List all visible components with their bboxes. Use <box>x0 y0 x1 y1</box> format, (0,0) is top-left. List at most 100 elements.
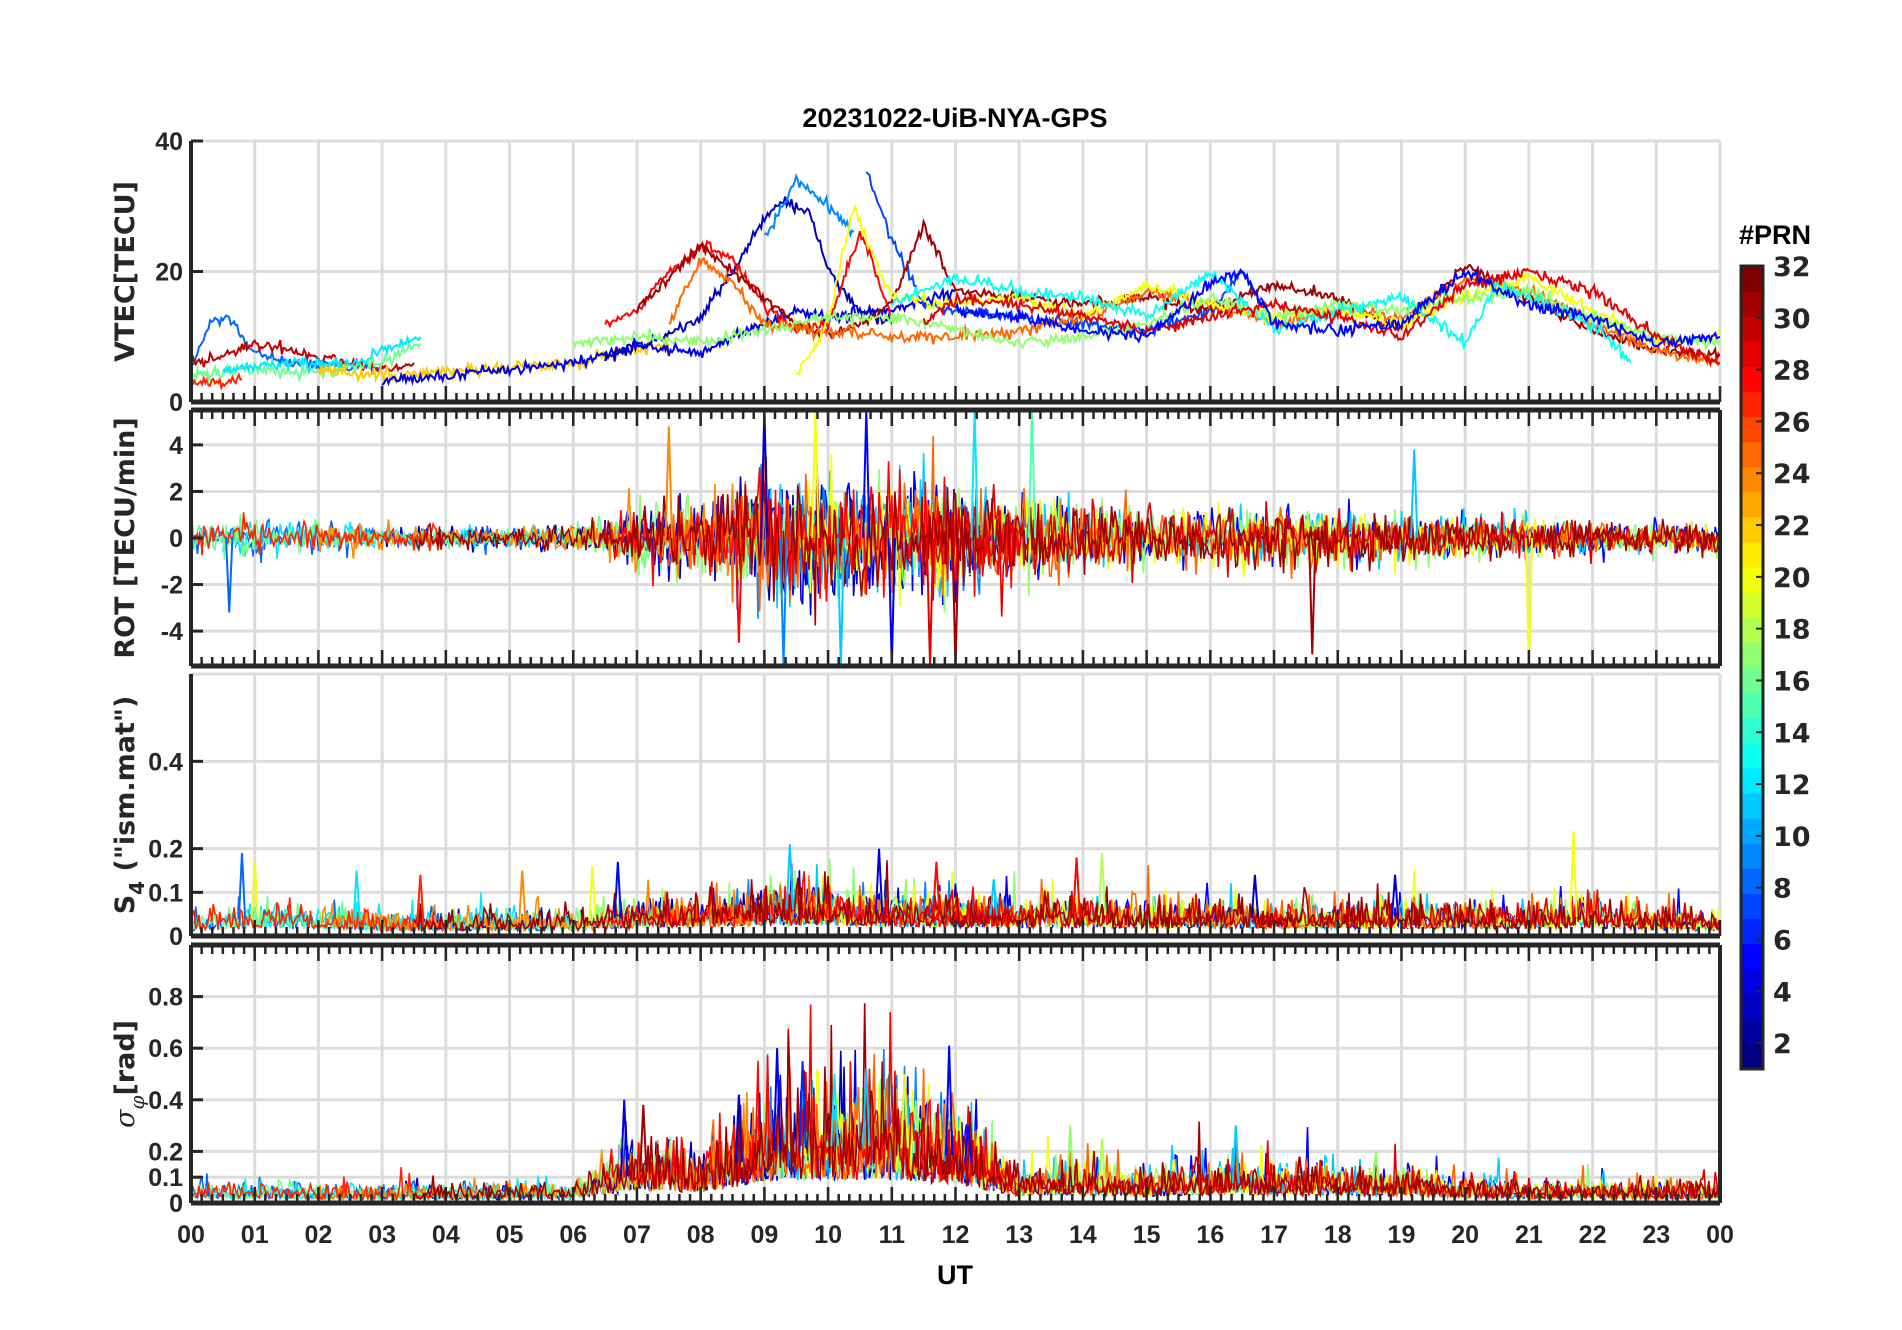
vtec-line-prn5 <box>954 267 1720 351</box>
x-tick-label: 01 <box>241 1221 269 1249</box>
y-label-main: S <box>110 895 141 914</box>
colorbar-tick-label: 16 <box>1773 666 1811 697</box>
colorbar-swatch <box>1741 742 1763 769</box>
colorbar-swatch <box>1741 993 1763 1020</box>
data-layer <box>191 1003 1720 1203</box>
s4-spike <box>989 879 998 916</box>
y-tick-label: 0 <box>169 923 183 951</box>
y-tick-label: -2 <box>161 572 183 600</box>
x-tick-label: 16 <box>1196 1221 1224 1249</box>
s4-spike <box>932 861 941 915</box>
colorbar-tick-label: 12 <box>1773 770 1811 801</box>
rot-spike <box>760 410 769 539</box>
panel-rot: -4 -2 0 2 4 ROT [TECU/min] <box>110 407 1722 669</box>
colorbar-swatch <box>1741 491 1763 518</box>
colorbar-swatch <box>1741 341 1763 367</box>
x-tick-label: 18 <box>1324 1221 1352 1249</box>
colorbar-swatch <box>1741 516 1763 543</box>
colorbar-swatch <box>1741 717 1763 744</box>
chart-title: 20231022-UiB-NYA-GPS <box>802 103 1107 133</box>
colorbar-swatch <box>1741 868 1763 894</box>
s4-spike <box>588 866 597 921</box>
sigma_phi-spike <box>772 1048 782 1151</box>
vtec-line-prn3 <box>604 196 893 362</box>
y-tick-label: 40 <box>155 128 183 156</box>
x-tick-label: 10 <box>814 1221 842 1249</box>
colorbar-swatch <box>1741 441 1763 468</box>
colorbar-swatch <box>1741 416 1763 443</box>
x-tick-label: 20 <box>1451 1221 1479 1249</box>
colorbar-tick-label: 14 <box>1773 718 1811 749</box>
x-tick-label: 13 <box>1005 1221 1033 1249</box>
y-tick-label: 2 <box>169 478 183 506</box>
x-tick-label: 07 <box>623 1221 651 1249</box>
rot-spike <box>664 426 673 539</box>
y-tick-label: 0.8 <box>148 984 183 1012</box>
x-tick-label: 19 <box>1388 1221 1416 1249</box>
colorbar-label: #PRN <box>1739 220 1811 250</box>
colorbar-tick-label: 20 <box>1773 563 1811 594</box>
colorbar-tick-label: 28 <box>1773 356 1811 387</box>
colorbar-tick-label: 6 <box>1773 925 1792 956</box>
colorbar-tick-label: 18 <box>1773 615 1811 646</box>
colorbar-tick-label: 4 <box>1773 977 1792 1008</box>
colorbar-tick-label: 10 <box>1773 822 1811 853</box>
data-layer <box>191 831 1720 934</box>
rot-spike <box>1410 449 1419 539</box>
y-tick-label: 0.6 <box>148 1035 183 1063</box>
rot-line-prn27 <box>191 512 446 556</box>
vtec-line-prn29 <box>922 266 1720 368</box>
x-tick-label: 14 <box>1069 1221 1097 1249</box>
colorbar-swatch <box>1741 943 1763 970</box>
y-tick-label: 0 <box>169 1190 183 1218</box>
y-tick-label: 20 <box>155 259 183 287</box>
y-tick-label: 0.2 <box>148 836 183 864</box>
x-tick-label: 15 <box>1133 1221 1161 1249</box>
s4-spike <box>250 861 259 919</box>
rot-spike <box>925 537 935 666</box>
rot-line-prn11 <box>763 453 1645 609</box>
s4-line-prn29 <box>923 889 1720 932</box>
y-tick-label: 0 <box>169 525 183 553</box>
sigma_phi-spike <box>1065 1125 1075 1186</box>
y-tick-label: 0.4 <box>148 748 183 776</box>
colorbar-tick-label: 30 <box>1773 304 1811 335</box>
x-tick-label: 23 <box>1642 1221 1670 1249</box>
panel-sigma_phi: 00.10.2 0.4 0.6 0.8 σφ[rad] <box>110 942 1722 1218</box>
rot-spike <box>970 410 979 539</box>
vtec-line-prn28 <box>604 230 893 335</box>
x-tick-label: 00 <box>177 1221 205 1249</box>
colorbar-swatch <box>1741 567 1763 593</box>
s4-spike <box>237 852 247 920</box>
vtec-line-prn30 <box>191 339 415 373</box>
y-label-rest: ("ism.mat") <box>110 696 141 881</box>
rot-spike <box>1308 537 1317 655</box>
y-axis-label: σφ[rad] <box>110 1020 149 1128</box>
x-tick-label: 00 <box>1706 1221 1734 1249</box>
rot-spike <box>887 537 896 666</box>
x-tick-label: 04 <box>432 1221 460 1249</box>
colorbar-swatch <box>1741 266 1763 292</box>
colorbar-swatch <box>1741 792 1763 819</box>
s4-spike <box>874 848 884 914</box>
y-axis-label: ROT [TECU/min] <box>110 417 141 658</box>
sigma_phi-spike <box>1295 1156 1304 1186</box>
x-tick-label: 12 <box>942 1221 970 1249</box>
s4-spike <box>1072 857 1081 915</box>
rot-spike <box>1027 410 1037 539</box>
y-label-main: σ <box>110 1108 141 1128</box>
sigma_phi-spike <box>830 1073 839 1147</box>
s4-spike <box>1250 874 1260 918</box>
y-label-subscript: φ <box>125 1096 149 1110</box>
x-axis-label: UT <box>937 1260 973 1290</box>
x-tick-label: 03 <box>368 1221 396 1249</box>
rot-spike <box>734 537 744 643</box>
y-axis-label: VTEC[TECU] <box>110 181 141 362</box>
data-layer <box>191 171 1720 391</box>
x-tick-label: 21 <box>1515 1221 1543 1249</box>
y-tick-label: 4 <box>169 432 183 460</box>
s4-line-prn28 <box>604 871 1019 931</box>
vtec-line-prn9 <box>763 172 855 239</box>
